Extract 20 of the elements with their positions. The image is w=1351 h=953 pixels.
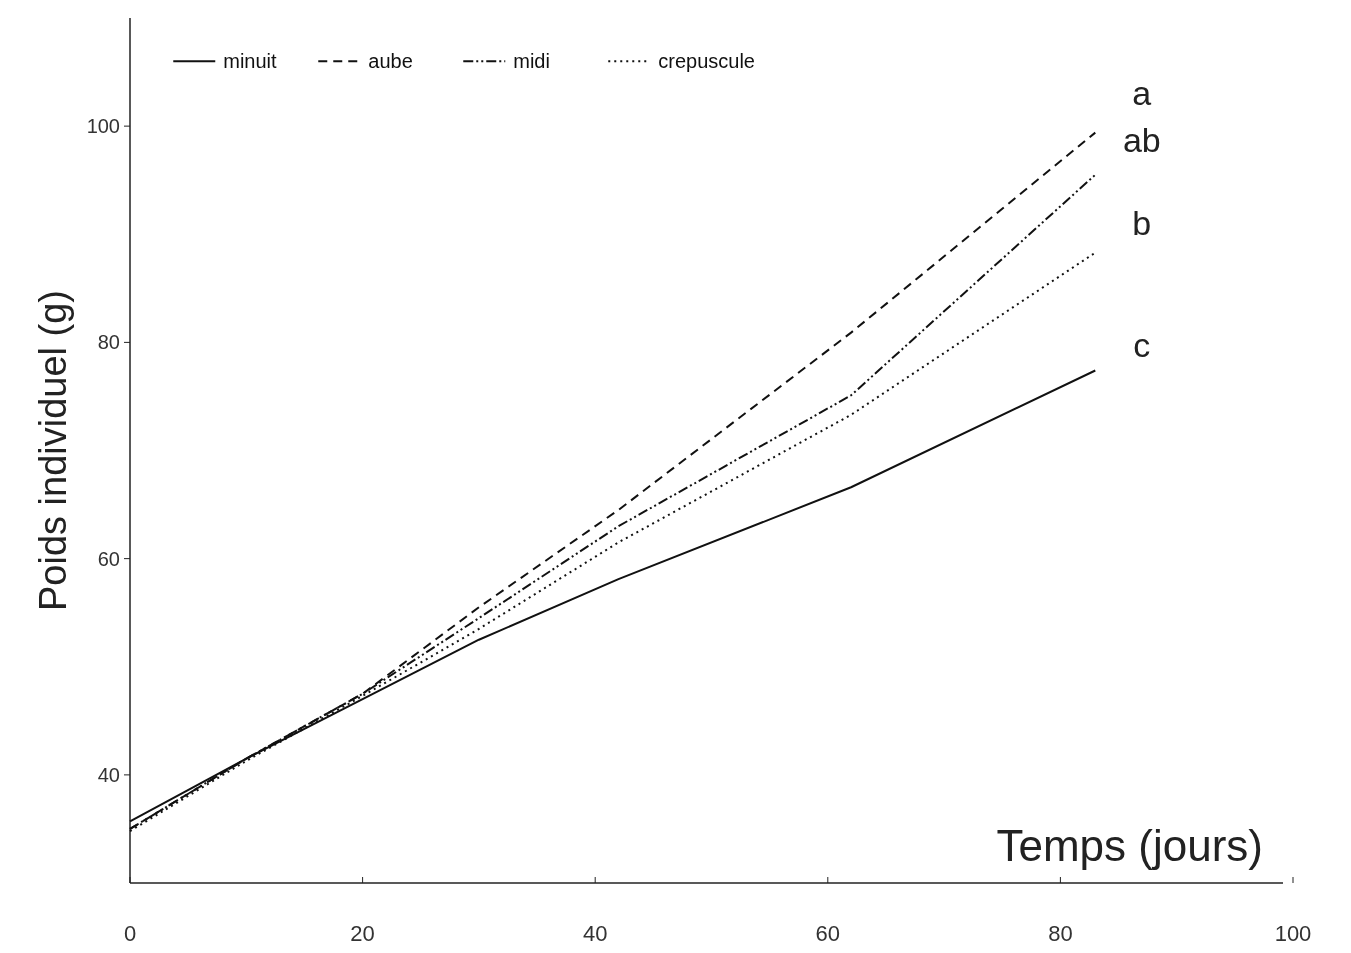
- y-tick-label: 60: [97, 547, 120, 570]
- legend-label: aube: [368, 50, 413, 73]
- annotation: b: [1132, 203, 1152, 242]
- legend-label: midi: [513, 50, 550, 73]
- annotation: c: [1133, 326, 1151, 365]
- annotation: ab: [1122, 120, 1161, 159]
- y-tick-label: 40: [97, 763, 120, 786]
- x-tick-label: 100: [1274, 921, 1312, 946]
- legend-label: crepuscule: [658, 50, 755, 73]
- annotation: a: [1132, 73, 1152, 112]
- y-tick-label: 80: [97, 331, 120, 354]
- x-tick-label: 80: [1048, 921, 1073, 946]
- x-tick-label: 20: [350, 921, 375, 946]
- y-tick-label: 100: [86, 115, 120, 138]
- x-tick-label: 0: [123, 921, 137, 946]
- x-tick-label: 60: [815, 921, 841, 946]
- y-axis-title: Poids individuel (g): [32, 289, 74, 612]
- x-tick-label: 40: [582, 921, 608, 946]
- x-axis-title: Temps (jours): [996, 821, 1263, 870]
- legend-label: minuit: [223, 50, 278, 73]
